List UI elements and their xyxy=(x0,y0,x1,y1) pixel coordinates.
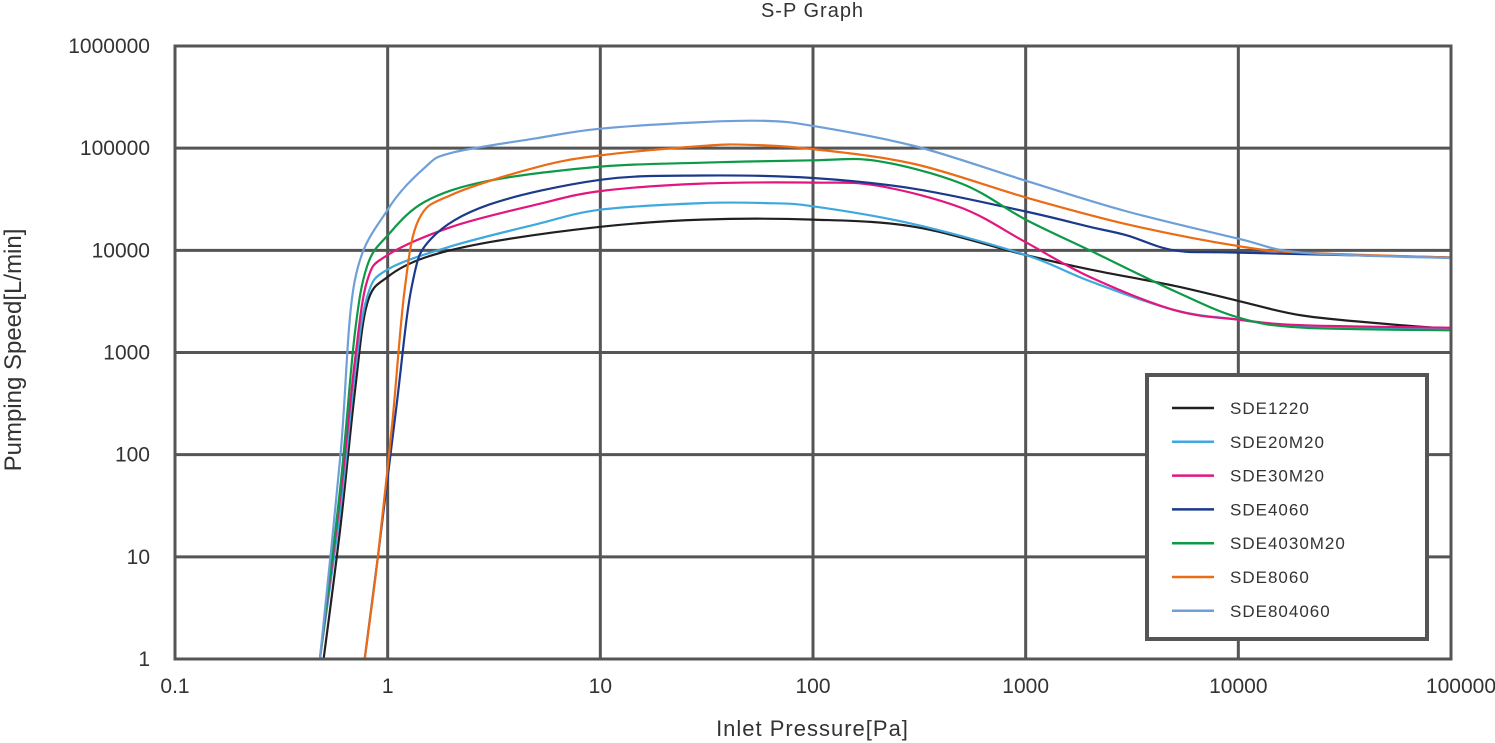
legend-label: SDE1220 xyxy=(1230,399,1310,418)
series-line-sde4030m20 xyxy=(318,157,1453,661)
y-tick-label: 1 xyxy=(138,648,150,671)
y-tick-label: 10000 xyxy=(92,239,150,262)
series-line-sde8060 xyxy=(363,143,1453,661)
y-tick-label: 1000000 xyxy=(68,35,150,58)
series-line-sde804060 xyxy=(318,119,1453,661)
x-tick-label: 0.1 xyxy=(160,675,189,698)
series-line-sde1220 xyxy=(322,217,1453,661)
x-tick-label: 100000 xyxy=(1426,675,1495,698)
x-tick-label: 1 xyxy=(382,675,394,698)
x-tick-label: 10000 xyxy=(1209,675,1267,698)
chart-title: S-P Graph xyxy=(760,0,865,22)
legend-label: SDE4060 xyxy=(1230,500,1310,519)
series-line-sde4060 xyxy=(363,174,1453,661)
x-tick-label: 10 xyxy=(589,675,612,698)
x-tick-label: 1000 xyxy=(1002,675,1049,698)
series-layer xyxy=(318,119,1453,661)
x-tick-labels: 0.1 1 10 100 1000 10000 100000 xyxy=(160,675,1495,698)
y-tick-label: 10 xyxy=(127,546,150,569)
legend-box xyxy=(1145,373,1429,641)
y-tick-label: 100 xyxy=(115,444,150,467)
legend: SDE1220 SDE20M20 SDE30M20 SDE4060 SDE4030M20… xyxy=(1145,373,1429,641)
x-tick-label: 100 xyxy=(795,675,830,698)
y-tick-labels: 1 10 100 1000 10000 100000 1000000 xyxy=(68,35,150,671)
legend-label: SDE30M20 xyxy=(1230,467,1325,486)
series-line-sde30m20 xyxy=(318,181,1453,661)
legend-label: SDE804060 xyxy=(1230,602,1331,621)
plot-frame xyxy=(173,44,1453,661)
x-axis-title: Inlet Pressure[Pa] xyxy=(716,716,909,741)
legend-label: SDE20M20 xyxy=(1230,433,1325,452)
legend-label: SDE4030M20 xyxy=(1230,534,1346,553)
y-tick-label: 1000 xyxy=(103,342,150,365)
y-tick-label: 100000 xyxy=(80,137,150,160)
legend-label: SDE8060 xyxy=(1230,568,1310,587)
